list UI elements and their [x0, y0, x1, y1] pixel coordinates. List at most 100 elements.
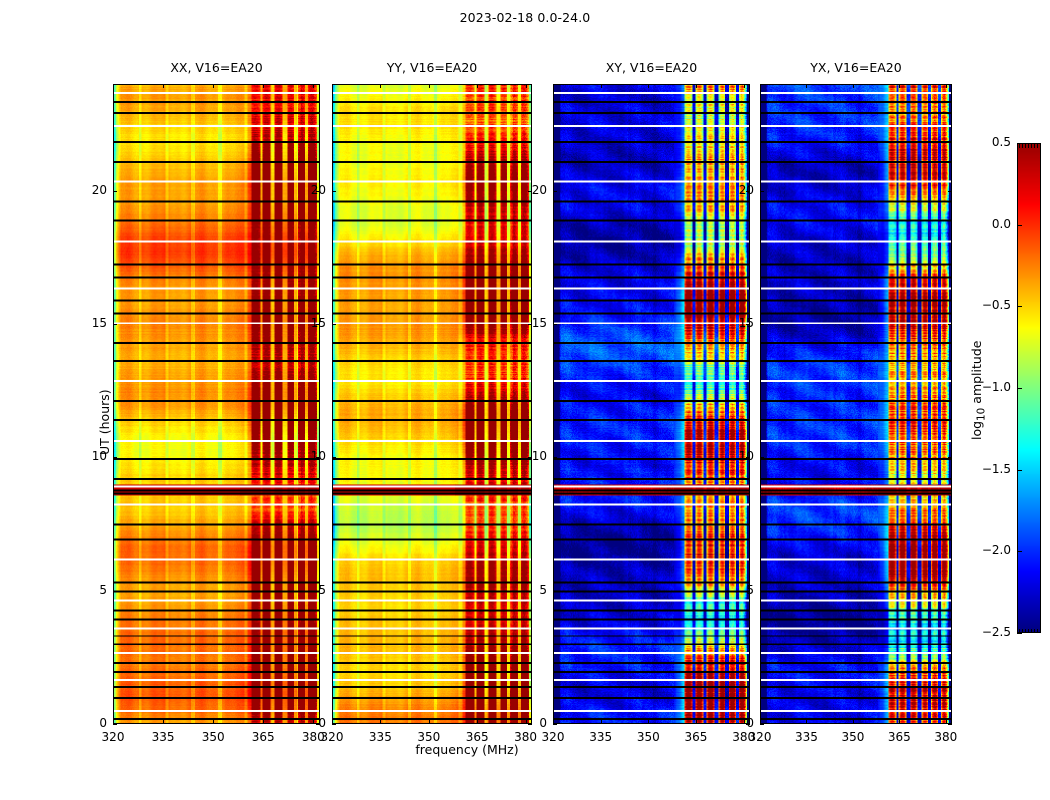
x-tickmark	[946, 84, 947, 88]
x-tick-label: 380	[934, 730, 958, 744]
y-tickmark	[746, 191, 750, 192]
x-tickmark	[853, 84, 854, 88]
y-tick-label: 10	[531, 449, 547, 464]
x-tick-label: 365	[887, 730, 911, 744]
x-tickmark	[263, 720, 264, 724]
y-tickmark	[553, 724, 557, 725]
x-tickmark	[526, 720, 527, 724]
figure-suptitle: 2023-02-18 0.0-24.0	[459, 10, 591, 25]
y-tick-label: 0	[99, 716, 107, 730]
y-tick-label: 5	[746, 582, 754, 597]
panel-title-yy: YY, V16=EA20	[386, 60, 478, 75]
x-tickmark	[601, 720, 602, 724]
x-tickmark	[744, 84, 745, 88]
x-tickmark	[553, 84, 554, 88]
y-tick-label: 0	[746, 716, 754, 730]
x-tick-label: 365	[465, 730, 489, 744]
x-tickmark	[163, 720, 164, 724]
spectrum-panel-yx[interactable]	[760, 84, 952, 724]
y-tickmark	[332, 591, 336, 592]
x-tick-label: 320	[101, 730, 125, 744]
colorbar-tick-label: 0.5	[991, 135, 1011, 149]
x-tick-label: 350	[636, 730, 660, 744]
y-tickmark	[316, 457, 320, 458]
colorbar-tickmark	[1017, 306, 1022, 307]
x-tick-label: 350	[417, 730, 441, 744]
y-tickmark	[760, 591, 764, 592]
y-tick-label: 5	[99, 582, 107, 597]
y-tick-label: 0	[539, 716, 547, 730]
x-tickmark	[899, 720, 900, 724]
y-tickmark	[332, 724, 336, 725]
y-tickmark	[746, 324, 750, 325]
x-tickmark	[429, 84, 430, 88]
x-tick-label: 335	[794, 730, 818, 744]
y-tickmark	[948, 591, 952, 592]
x-tickmark	[806, 84, 807, 88]
y-tick-label: 5	[539, 582, 547, 597]
panel-title-xy: XY, V16=EA20	[605, 60, 698, 75]
x-tickmark	[853, 720, 854, 724]
x-tickmark	[313, 84, 314, 88]
y-tickmark	[948, 724, 952, 725]
x-tick-label: 335	[368, 730, 392, 744]
x-tick-label: 335	[589, 730, 613, 744]
x-tick-label: 350	[201, 730, 225, 744]
x-tickmark	[213, 84, 214, 88]
y-tickmark	[113, 191, 117, 192]
x-tickmark	[380, 720, 381, 724]
x-tickmark	[760, 84, 761, 88]
spectrum-panel-xx[interactable]	[113, 84, 320, 724]
y-tick-label: 15	[310, 316, 326, 330]
y-tickmark	[528, 591, 532, 592]
x-tick-label: 380	[732, 730, 756, 744]
x-tick-label: 365	[684, 730, 708, 744]
x-tickmark	[899, 84, 900, 88]
x-tickmark	[213, 720, 214, 724]
x-tickmark	[696, 720, 697, 724]
y-tickmark	[948, 191, 952, 192]
x-tickmark	[113, 720, 114, 724]
y-tick-label: 5	[318, 582, 326, 597]
x-tick-label: 380	[301, 730, 325, 744]
x-tickmark	[696, 84, 697, 88]
panel-title-yx: YX, V16=EA20	[810, 60, 902, 75]
y-tickmark	[746, 724, 750, 725]
y-tickmark	[553, 191, 557, 192]
x-tickmark	[163, 84, 164, 88]
x-tickmark	[263, 84, 264, 88]
y-tickmark	[948, 324, 952, 325]
y-tickmark	[528, 457, 532, 458]
colorbar-tickmark	[1017, 470, 1022, 471]
y-tick-label: 10	[738, 449, 754, 464]
x-tick-label: 320	[320, 730, 344, 744]
y-tickmark	[113, 724, 117, 725]
colorbar-tick-label: −1.0	[981, 380, 1011, 394]
colorbar-tickmark	[1017, 225, 1022, 226]
spectrum-panel-yy[interactable]	[332, 84, 532, 724]
y-tick-label: 15	[738, 316, 754, 330]
y-tick-label: 20	[310, 182, 326, 197]
x-tickmark	[429, 720, 430, 724]
x-tickmark	[477, 720, 478, 724]
y-tickmark	[948, 457, 952, 458]
colorbar-tick-label: −2.0	[981, 543, 1011, 558]
colorbar-tick-label: −1.5	[981, 461, 1011, 476]
x-tickmark	[760, 720, 761, 724]
panel-title-xx: XX, V16=EA20	[170, 60, 263, 75]
spectrum-panel-xy[interactable]	[553, 84, 750, 724]
y-tickmark	[760, 457, 764, 458]
x-tick-label: 335	[151, 730, 175, 744]
x-tickmark	[380, 84, 381, 88]
y-tickmark	[332, 324, 336, 325]
y-tickmark	[528, 324, 532, 325]
y-tick-label: 10	[91, 449, 107, 464]
colorbar-tick-label: 0.0	[991, 216, 1011, 231]
x-tickmark	[553, 720, 554, 724]
x-tickmark	[332, 720, 333, 724]
y-tick-label: 20	[531, 182, 547, 197]
x-tick-label: 320	[748, 730, 772, 744]
y-tickmark	[528, 724, 532, 725]
y-tickmark	[113, 591, 117, 592]
colorbar-extend-bottom	[1019, 629, 1039, 633]
